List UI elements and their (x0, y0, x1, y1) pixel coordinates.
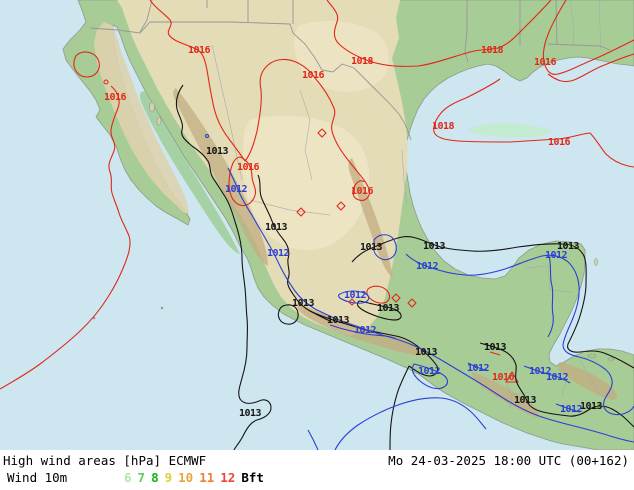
isobar-label-1013: 1013 (327, 315, 350, 326)
isobar-label-1018: 1018 (351, 56, 374, 67)
legend-value-12: 12 (220, 470, 236, 485)
isobar-label-1013: 1013 (206, 146, 229, 157)
contours-black (176, 85, 634, 450)
legend-values: 6 7 8 9 10 11 12 (124, 470, 235, 485)
isobar-label-1018: 1018 (481, 45, 504, 56)
isobar-label-1013: 1013 (265, 222, 288, 233)
isobar-label-1012: 1012 (267, 248, 290, 259)
isobar-label-1016: 1016 (492, 372, 515, 383)
terrain-desert-pale (243, 115, 370, 251)
isobar-label-1012: 1012 (529, 366, 552, 377)
isobar-label-1016: 1016 (302, 70, 325, 81)
terrain-coastal-green (139, 91, 240, 254)
isobar-label-1013: 1013 (415, 347, 438, 358)
isobar-label-1013: 1013 (514, 395, 537, 406)
borders-minor (212, 0, 601, 410)
isobar-label-1013: 1013 (292, 298, 315, 309)
isobar-label-1012: 1012 (354, 325, 377, 336)
isobar-label-1013: 1013 (557, 241, 580, 252)
terrain-baja-tan (94, 22, 189, 214)
isobar-label-1016: 1016 (237, 162, 260, 173)
legend-value-9: 9 (164, 470, 173, 485)
isobar-label-1016: 1016 (351, 186, 374, 197)
isobar-label-1016: 1016 (188, 45, 211, 56)
isobar-label-1013: 1013 (580, 401, 603, 412)
isobar-label-1012: 1012 (344, 290, 367, 301)
borders (90, 0, 610, 140)
legend-value-11: 11 (199, 470, 215, 485)
isobar-label-1012: 1012 (467, 363, 490, 374)
isobar-label-1016: 1016 (534, 57, 557, 68)
valid-time-label: Mo 24-03-2025 18:00 UTC (00+162) (388, 453, 629, 468)
isobar-label-1012: 1012 (418, 366, 441, 377)
parameter-label: Wind 10m (7, 470, 68, 485)
islands (92, 102, 614, 360)
legend-unit: Bft (241, 470, 264, 485)
isobar-label-1013: 1013 (377, 303, 400, 314)
legend-value-6: 6 (124, 470, 132, 485)
weather-map: 1016 1016 1018 1018 1016 1018 1016 1016 1016 1016… (0, 0, 634, 450)
isobar-label-1012: 1012 (546, 372, 569, 383)
wind-scale-legend: 6 7 8 9 10 11 12 Bft (124, 470, 264, 485)
contours-red (0, 0, 634, 389)
isobar-label-1016: 1016 (104, 92, 127, 103)
isobar-label-1012: 1012 (416, 261, 439, 272)
isobar-label-1012: 1012 (545, 250, 568, 261)
status-bar: High wind areas [hPa] ECMWF Mo 24-03-202… (0, 450, 634, 490)
isobar-label-1012: 1012 (560, 404, 583, 415)
isobar-label-1013: 1013 (360, 242, 383, 253)
isobar-label-1012: 1012 (225, 184, 248, 195)
chart-title: High wind areas [hPa] ECMWF (3, 453, 207, 468)
shallow-bank (468, 123, 552, 138)
isobar-label-1018: 1018 (432, 121, 455, 132)
terrain-west-texas-pale (294, 20, 389, 92)
legend-value-8: 8 (151, 470, 159, 485)
isobar-label-1013: 1013 (239, 408, 262, 419)
contours-blue (206, 135, 634, 451)
legend-value-10: 10 (178, 470, 194, 485)
legend-value-7: 7 (137, 470, 146, 485)
isobar-label-1016: 1016 (548, 137, 571, 148)
isobar-label-1013: 1013 (484, 342, 507, 353)
isobar-label-1013: 1013 (423, 241, 446, 252)
isobar-labels-layer: 1016 1016 1018 1018 1016 1018 1016 1016 1016 1016… (104, 45, 603, 419)
